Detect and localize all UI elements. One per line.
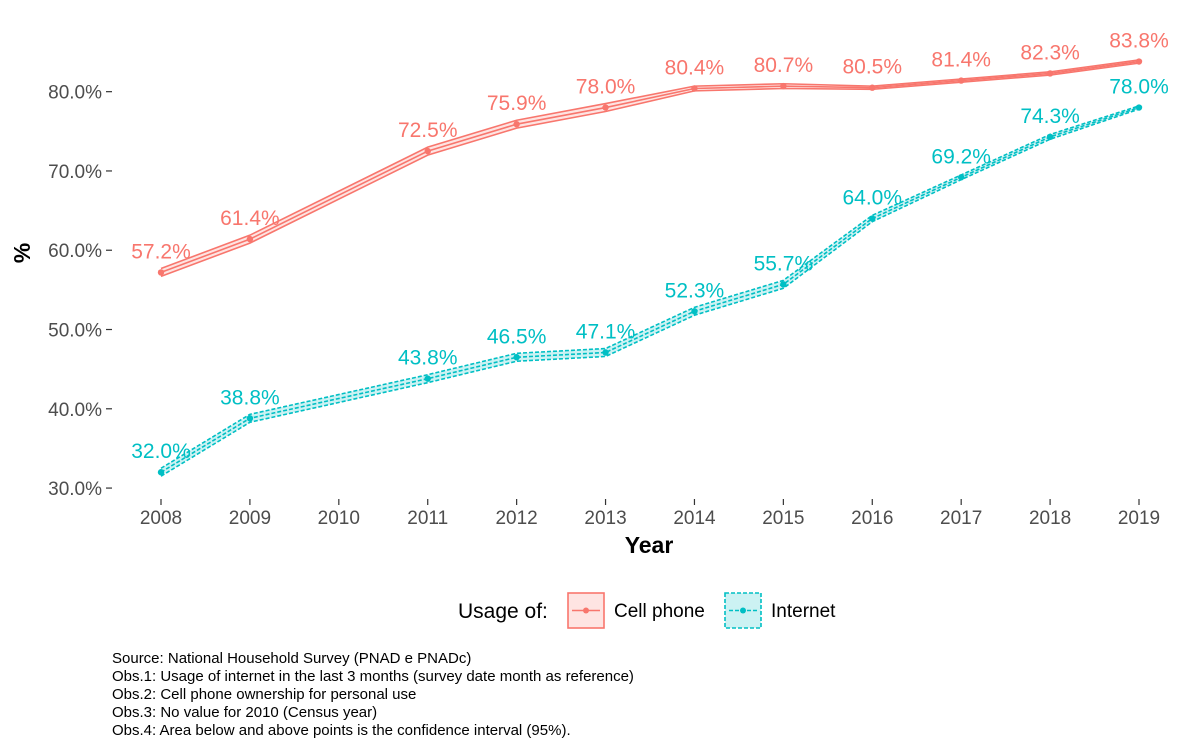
y-axis-title: % xyxy=(9,243,35,263)
internet-point xyxy=(957,174,965,181)
x-tick-label: 2019 xyxy=(1118,508,1160,529)
legend-title: Usage of: xyxy=(458,600,548,623)
internet-ci-upper-line xyxy=(160,105,1140,469)
x-tick-label: 2008 xyxy=(140,508,182,529)
internet-data-label: 46.5% xyxy=(487,325,547,348)
x-tick-label: 2016 xyxy=(851,508,893,529)
cell-phone-point xyxy=(513,120,520,128)
cell-phone-data-label: 83.8% xyxy=(1109,30,1169,53)
x-axis: 2008 2009 2010 2011 2012 2013 2014 2015 2016 2017… xyxy=(140,499,1160,529)
internet-data-label: 32.0% xyxy=(131,440,191,463)
internet-data-label: 69.2% xyxy=(931,145,991,168)
x-tick-label: 2017 xyxy=(940,508,982,529)
cell-phone-data-label: 57.2% xyxy=(131,240,191,263)
chart-notes: Source: National Household Survey (PNAD … xyxy=(112,650,634,740)
x-tick-label: 2013 xyxy=(584,508,626,529)
internet-point xyxy=(246,415,254,422)
internet-data-label: 52.3% xyxy=(665,279,725,302)
note-obs3: Obs.3: No value for 2010 (Census year) xyxy=(112,704,378,721)
cell-phone-data-label: 72.5% xyxy=(398,119,458,142)
y-tick-label: 30.0% xyxy=(48,479,102,500)
legend-key-cell-phone xyxy=(567,592,605,629)
cell-phone-point xyxy=(1135,58,1143,65)
cell-phone-data-label: 80.5% xyxy=(842,56,902,79)
x-tick-label: 2011 xyxy=(407,508,448,529)
cell-phone-point xyxy=(780,82,787,90)
cell-phone-data-label: 81.4% xyxy=(931,49,991,72)
y-tick-label: 80.0% xyxy=(48,83,102,104)
legend-label-cell-phone: Cell phone xyxy=(614,601,705,622)
cell-phone-data-label: 80.4% xyxy=(665,57,725,80)
confidence-bands xyxy=(161,59,1139,477)
note-source: Source: National Household Survey (PNAD … xyxy=(112,650,472,667)
note-obs4: Obs.4: Area below and above points is th… xyxy=(112,722,571,739)
series-lines xyxy=(160,59,1140,477)
x-tick-label: 2014 xyxy=(673,508,716,529)
internet-point xyxy=(1046,133,1054,141)
cell-phone-line xyxy=(160,60,1140,274)
x-tick-label: 2010 xyxy=(318,508,360,529)
cell-phone-data-label: 82.3% xyxy=(1020,41,1080,64)
x-tick-label: 2009 xyxy=(229,508,271,529)
internet-data-label: 74.3% xyxy=(1020,105,1080,128)
internet-ci-band xyxy=(161,105,1139,477)
cell-phone-point xyxy=(602,104,609,111)
internet-data-label: 47.1% xyxy=(576,321,636,344)
cell-phone-point xyxy=(869,84,876,91)
legend-key-internet xyxy=(724,592,762,629)
x-tick-label: 2015 xyxy=(762,508,804,529)
y-tick-label: 50.0% xyxy=(48,321,102,342)
legend: Usage of: Cell phone Internet xyxy=(458,592,836,629)
cell-phone-point xyxy=(1046,70,1054,77)
internet-point xyxy=(780,281,787,288)
cell-phone-point xyxy=(691,85,698,92)
cell-phone-point xyxy=(424,147,431,155)
data-labels: 57.2% 61.4% 72.5% 75.9% 78.0% 80.4% 80.7% 80.5%… xyxy=(131,30,1169,464)
cell-phone-data-label: 80.7% xyxy=(754,54,814,77)
y-tick-label: 60.0% xyxy=(48,241,102,262)
cell-phone-data-label: 61.4% xyxy=(220,207,280,230)
x-tick-label: 2012 xyxy=(495,508,537,529)
internet-point xyxy=(691,308,698,315)
legend-label-internet: Internet xyxy=(771,601,836,622)
series-points xyxy=(157,58,1143,476)
y-tick-label: 70.0% xyxy=(48,162,102,183)
internet-data-label: 55.7% xyxy=(754,252,814,275)
internet-point xyxy=(424,375,431,382)
y-tick-label: 40.0% xyxy=(48,400,102,421)
internet-data-label: 78.0% xyxy=(1109,76,1169,99)
x-axis-title: Year xyxy=(625,532,674,558)
internet-point xyxy=(513,354,520,361)
note-obs1: Obs.1: Usage of internet in the last 3 m… xyxy=(112,668,634,685)
cell-phone-data-label: 78.0% xyxy=(576,76,636,99)
cell-phone-data-label: 75.9% xyxy=(487,92,547,115)
x-tick-label: 2018 xyxy=(1029,508,1071,529)
internet-data-label: 64.0% xyxy=(842,187,902,210)
note-obs2: Obs.2: Cell phone ownership for personal… xyxy=(112,686,417,703)
internet-data-label: 38.8% xyxy=(220,386,280,409)
internet-point xyxy=(1135,104,1143,111)
y-axis: 30.0% 40.0% 50.0% 60.0% 70.0% 80.0% xyxy=(48,83,112,500)
cell-phone-point xyxy=(157,269,165,276)
internet-point xyxy=(869,215,876,222)
cell-phone-point xyxy=(246,235,254,243)
cell-phone-point xyxy=(957,77,965,84)
internet-point xyxy=(157,469,165,476)
cell-phone-ci-band xyxy=(161,59,1139,277)
legend-items: Cell phone Internet xyxy=(567,592,836,629)
internet-point xyxy=(602,349,609,356)
internet-data-label: 43.8% xyxy=(398,347,458,370)
internet-ci-lower-line xyxy=(160,108,1140,477)
